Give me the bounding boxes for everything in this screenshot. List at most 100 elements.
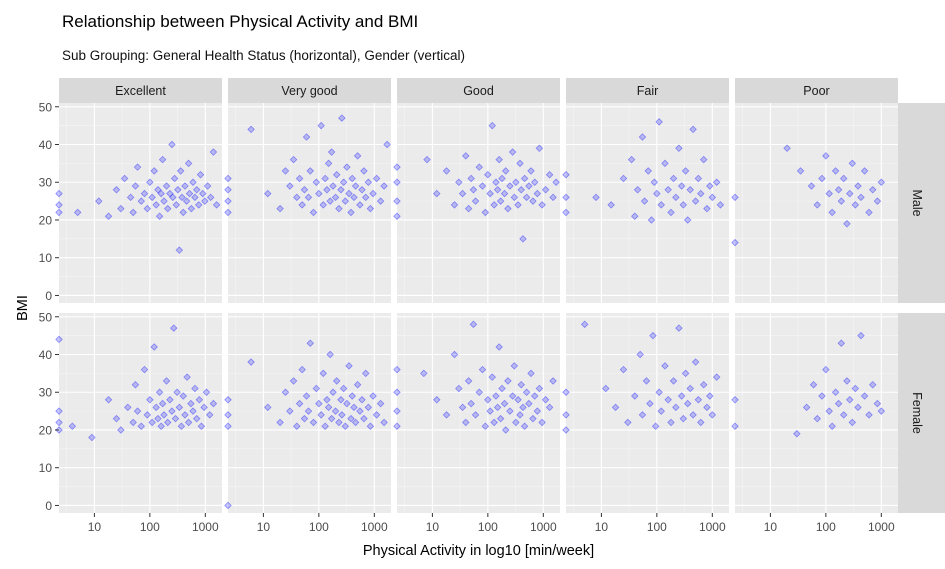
data-point [155, 212, 164, 220]
data-point [834, 186, 843, 194]
y-tick-label: 30 [39, 176, 53, 190]
data-point [150, 343, 159, 351]
panel-fair-male [562, 103, 729, 303]
data-point [500, 399, 509, 408]
data-point [706, 392, 714, 400]
data-point [358, 396, 366, 404]
data-point [822, 365, 830, 374]
data-point [667, 208, 675, 217]
data-point [530, 178, 539, 187]
data-point [323, 186, 331, 194]
data-point [319, 201, 328, 209]
data-point [731, 396, 739, 404]
data-point [319, 369, 328, 378]
data-point [177, 422, 186, 430]
data-point [152, 403, 160, 412]
data-point [189, 178, 197, 187]
data-point [527, 369, 535, 378]
data-point [661, 362, 669, 370]
strip-top-poor [735, 78, 898, 103]
data-point [393, 365, 401, 374]
data-point [516, 159, 524, 168]
data-point [525, 399, 533, 408]
data-point [694, 174, 703, 183]
data-point [807, 182, 816, 190]
data-point [372, 174, 381, 183]
data-point [369, 189, 377, 198]
data-point [112, 186, 121, 194]
y-tick-label: 40 [39, 138, 53, 152]
data-point [88, 433, 96, 442]
data-point [358, 186, 366, 194]
data-point [481, 422, 490, 430]
data-point [197, 422, 206, 430]
data-point [224, 411, 232, 419]
data-point [247, 358, 255, 366]
data-point [562, 411, 570, 419]
data-point [175, 403, 184, 412]
data-point [137, 422, 146, 430]
data-point [455, 384, 463, 393]
data-point [669, 174, 678, 183]
x-tick-label: 10 [257, 520, 271, 534]
data-point [302, 133, 311, 141]
data-point [170, 324, 178, 332]
data-point [281, 167, 290, 175]
data-point [488, 373, 497, 381]
data-point [104, 212, 113, 220]
data-point [731, 422, 739, 430]
data-point [475, 388, 484, 397]
data-point [104, 396, 113, 404]
strip-right-female [898, 313, 945, 513]
data-point [475, 163, 484, 171]
data-point [529, 414, 537, 423]
data-point [264, 403, 272, 412]
data-point [327, 414, 336, 423]
data-point [55, 189, 63, 198]
data-point [224, 174, 232, 183]
data-point [329, 388, 337, 397]
data-point [471, 411, 480, 419]
data-point [195, 396, 204, 404]
data-point [538, 418, 546, 427]
data-point [140, 365, 149, 374]
data-point [55, 335, 63, 344]
data-point [681, 167, 690, 175]
data-point [686, 384, 695, 393]
y-tick-label: 0 [45, 289, 52, 303]
data-point [347, 414, 355, 423]
strip-top-excellent [59, 78, 222, 103]
data-point [376, 197, 385, 205]
strip-top-fair [566, 78, 729, 103]
data-point [143, 411, 152, 419]
data-point [209, 148, 218, 156]
data-point [338, 411, 346, 419]
data-point [493, 403, 502, 412]
data-point [851, 201, 860, 209]
x-tick-label: 10 [595, 520, 609, 534]
data-point [498, 174, 506, 183]
data-point [335, 418, 343, 427]
data-point [176, 167, 185, 175]
data-point [484, 396, 492, 404]
data-point [117, 204, 125, 213]
data-point [681, 369, 690, 378]
y-tick-label: 20 [39, 213, 53, 227]
data-point [843, 219, 851, 228]
data-point [486, 189, 494, 198]
data-point [117, 426, 125, 434]
data-point [562, 170, 570, 179]
data-point [644, 167, 653, 175]
data-point [458, 189, 467, 198]
data-point [486, 407, 494, 415]
data-point [510, 362, 519, 370]
data-point [133, 163, 142, 171]
x-tick-label: 1000 [361, 520, 388, 534]
data-point [295, 399, 304, 408]
data-point [55, 418, 63, 427]
data-point [281, 388, 290, 397]
data-point [302, 392, 311, 400]
data-point [825, 189, 833, 198]
data-point [360, 167, 368, 175]
data-point [361, 193, 370, 202]
